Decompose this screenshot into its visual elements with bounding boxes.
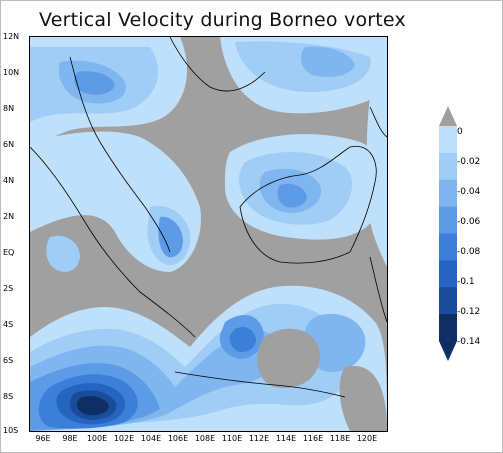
coast-sulawesi [369, 256, 387, 323]
lon-label-98e: 98E [62, 434, 78, 443]
colorbar-label-5: -0.1 [457, 277, 475, 287]
lat-label-eq: EQ [3, 248, 15, 257]
coast-philippines [369, 106, 387, 138]
lon-label-110e: 110E [221, 434, 243, 443]
colorbar-swatch [439, 314, 457, 342]
coast-borneo [239, 145, 377, 264]
colorbar-label-7: -0.14 [457, 337, 481, 347]
lon-label-104e: 104E [140, 434, 162, 443]
lon-label-112e: 112E [248, 434, 270, 443]
map-panel [29, 36, 388, 432]
neutral-patch-1 [257, 328, 321, 388]
colorbar-label-6: -0.12 [457, 307, 481, 317]
lon-label-118e: 118E [329, 434, 351, 443]
lat-label-12n: 12N [3, 32, 20, 41]
lat-label-4n: 4N [3, 176, 15, 185]
colorbar [439, 106, 457, 361]
lat-label-4s: 4S [3, 320, 14, 329]
lon-label-116e: 116E [302, 434, 324, 443]
colorbar-swatch [439, 126, 457, 154]
contour-ne-dark [300, 46, 355, 77]
contour-west-patch [46, 235, 80, 272]
lat-label-10s: 10S [3, 426, 19, 435]
contour-south-core [76, 396, 109, 416]
velocity-map [30, 37, 387, 431]
neutral-patches [257, 328, 387, 431]
lon-label-114e: 114E [275, 434, 297, 443]
contour-sc-dark [229, 327, 256, 353]
contour-central-dark [158, 216, 183, 258]
colorbar-swatch [439, 179, 457, 208]
contour-east-strip [366, 92, 387, 267]
lat-label-2s: 2S [3, 284, 14, 293]
coast-sumatra [30, 146, 196, 338]
coast-peninsula [69, 56, 171, 253]
lat-label-2n: 2N [3, 212, 15, 221]
contour-fills [30, 37, 387, 431]
coastlines [30, 37, 387, 398]
colorbar-label-0: 0 [457, 127, 463, 137]
colorbar-label-4: -0.08 [457, 247, 481, 257]
colorbar-swatch [439, 206, 457, 234]
colorbar-swatch [439, 233, 457, 261]
lon-label-106e: 106E [167, 434, 189, 443]
colorbar-swatch [439, 260, 457, 288]
lon-label-96e: 96E [35, 434, 51, 443]
colorbar-label-3: -0.06 [457, 217, 481, 227]
coast-indochina [169, 37, 266, 92]
lat-label-10n: 10N [3, 68, 20, 77]
coast-java [174, 371, 346, 398]
lat-label-6n: 6N [3, 140, 15, 149]
lat-label-6s: 6S [3, 356, 14, 365]
colorbar-swatch [439, 152, 457, 181]
colorbar-top-cap [439, 106, 457, 126]
lon-label-108e: 108E [194, 434, 216, 443]
contour-nw-core [74, 71, 115, 95]
lon-label-100e: 100E [86, 434, 108, 443]
colorbar-swatch [439, 287, 457, 315]
lon-label-120e: 120E [356, 434, 378, 443]
colorbar-label-2: -0.04 [457, 187, 481, 197]
neutral-patch-2 [339, 365, 387, 431]
lat-label-8n: 8N [3, 104, 15, 113]
contour-borneo-core [277, 183, 307, 208]
lon-label-102e: 102E [113, 434, 135, 443]
colorbar-bottom-cap [439, 341, 457, 361]
lat-label-8s: 8S [3, 392, 14, 401]
colorbar-label-1: -0.02 [457, 157, 481, 167]
page-title: Vertical Velocity during Borneo vortex [39, 9, 406, 31]
